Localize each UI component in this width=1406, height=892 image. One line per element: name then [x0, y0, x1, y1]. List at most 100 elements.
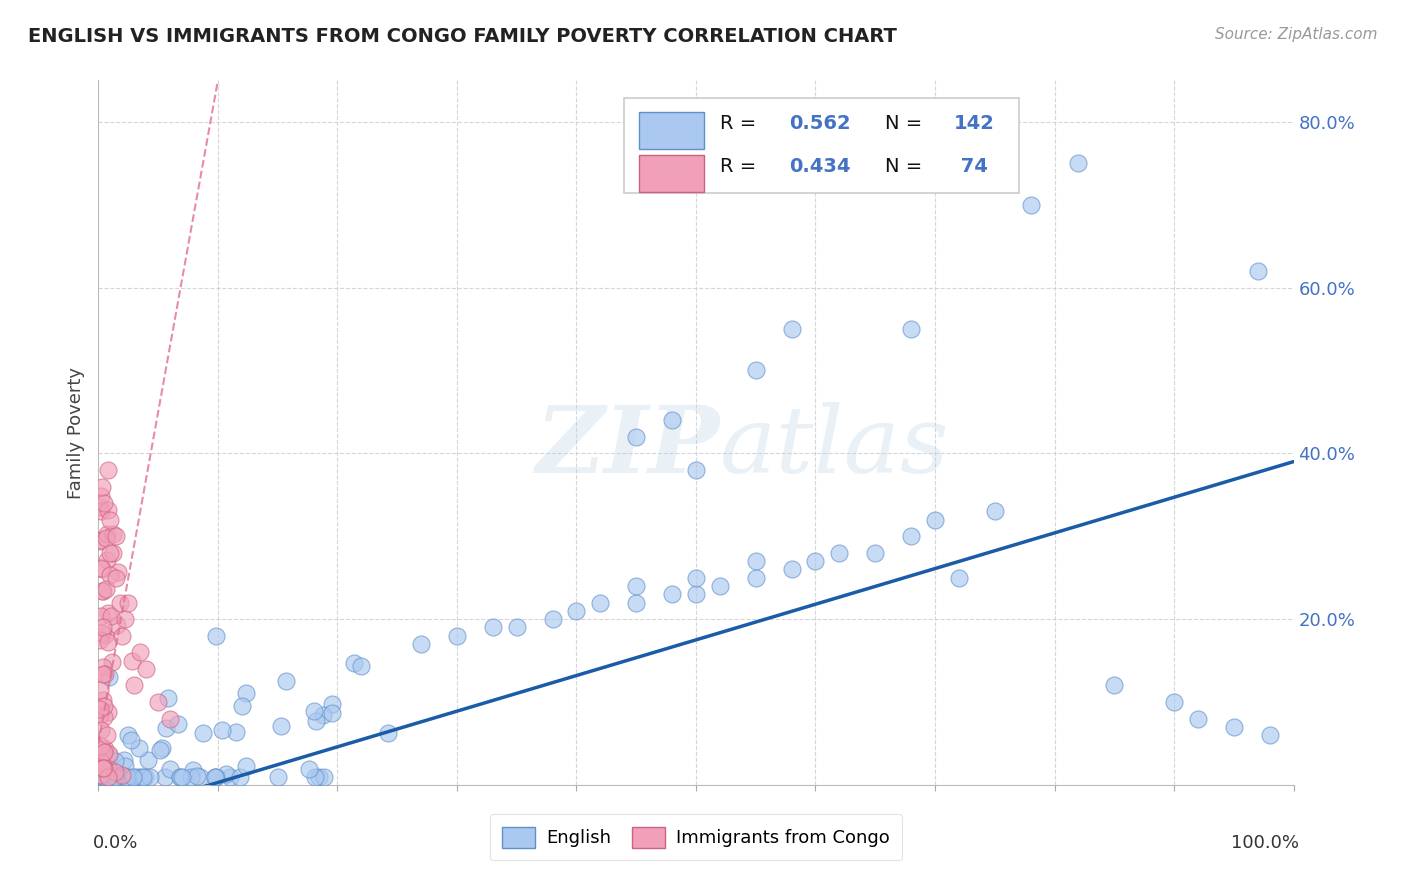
Point: [984, 504, 1007, 518]
Text: 0.0%: 0.0%: [93, 834, 138, 852]
Point: [96, 728, 118, 742]
Point: [541, 612, 564, 626]
Point: [124, 678, 146, 692]
Point: [91, 479, 114, 493]
Point: [148, 695, 170, 709]
Point: [626, 579, 648, 593]
Point: [626, 430, 648, 444]
Point: [1247, 264, 1270, 278]
Point: [90, 489, 112, 503]
Point: [91, 583, 114, 598]
Point: [91, 770, 114, 784]
Point: [111, 770, 134, 784]
Point: [1187, 712, 1209, 726]
Point: [94, 770, 117, 784]
Point: [1019, 197, 1042, 211]
Point: [117, 728, 139, 742]
Point: [111, 767, 134, 781]
Point: [105, 617, 128, 632]
Point: [101, 526, 124, 541]
Point: [90, 756, 112, 771]
Point: [89, 633, 111, 648]
Point: [107, 565, 129, 579]
Point: [153, 770, 176, 784]
Point: [219, 770, 242, 784]
Point: [90, 561, 112, 575]
Point: [90, 626, 112, 640]
Point: [101, 770, 124, 784]
Point: [94, 770, 117, 784]
Point: [98, 546, 122, 560]
Point: [342, 656, 364, 670]
Point: [235, 685, 257, 699]
Point: [90, 756, 112, 770]
Point: [89, 500, 111, 515]
Point: [100, 770, 122, 784]
Point: [91, 770, 114, 784]
Point: [98, 513, 122, 527]
Point: [97, 770, 120, 784]
Point: [93, 620, 115, 634]
Point: [89, 682, 111, 697]
Point: [135, 662, 157, 676]
Point: [1258, 728, 1281, 742]
Bar: [638, 112, 704, 149]
Point: [205, 629, 228, 643]
Point: [91, 755, 114, 769]
Point: [120, 733, 142, 747]
Point: [321, 706, 343, 720]
Point: [298, 762, 321, 776]
Point: [155, 721, 177, 735]
Point: [97, 503, 120, 517]
Point: [780, 322, 803, 336]
Point: [159, 762, 181, 776]
Point: [110, 770, 132, 784]
Point: [215, 767, 238, 781]
Point: [97, 770, 120, 784]
Point: [90, 739, 112, 753]
Point: [302, 704, 325, 718]
Point: [685, 587, 707, 601]
Point: [114, 612, 136, 626]
Point: [114, 759, 136, 773]
Point: [156, 691, 179, 706]
Point: [377, 725, 399, 739]
Point: [112, 753, 135, 767]
Point: [91, 583, 114, 598]
Point: [411, 637, 433, 651]
Point: [159, 712, 181, 726]
Point: [91, 770, 114, 784]
Point: [93, 770, 115, 784]
Point: [93, 770, 115, 784]
Point: [924, 513, 946, 527]
Point: [104, 770, 127, 784]
Point: [104, 765, 127, 780]
Point: [90, 504, 112, 518]
Point: [129, 645, 152, 659]
Point: [181, 764, 204, 778]
Point: [97, 747, 120, 761]
Point: [117, 596, 139, 610]
Point: [94, 531, 117, 545]
Point: [96, 770, 118, 784]
Point: [267, 770, 290, 784]
Point: [121, 654, 143, 668]
Point: [276, 674, 298, 689]
Legend: English, Immigrants from Congo: English, Immigrants from Congo: [489, 814, 903, 861]
Text: N =: N =: [884, 114, 928, 134]
Point: [191, 726, 214, 740]
Text: ENGLISH VS IMMIGRANTS FROM CONGO FAMILY POVERTY CORRELATION CHART: ENGLISH VS IMMIGRANTS FROM CONGO FAMILY …: [28, 27, 897, 45]
Point: [105, 529, 128, 543]
Text: Source: ZipAtlas.com: Source: ZipAtlas.com: [1215, 27, 1378, 42]
Text: 100.0%: 100.0%: [1232, 834, 1299, 852]
Text: atlas: atlas: [720, 401, 949, 491]
Point: [90, 608, 112, 623]
Point: [100, 609, 122, 624]
Point: [312, 770, 335, 784]
Point: [94, 770, 117, 784]
Point: [96, 553, 118, 567]
Point: [97, 706, 120, 720]
Point: [90, 768, 112, 782]
Point: [828, 546, 851, 560]
Point: [97, 634, 120, 648]
